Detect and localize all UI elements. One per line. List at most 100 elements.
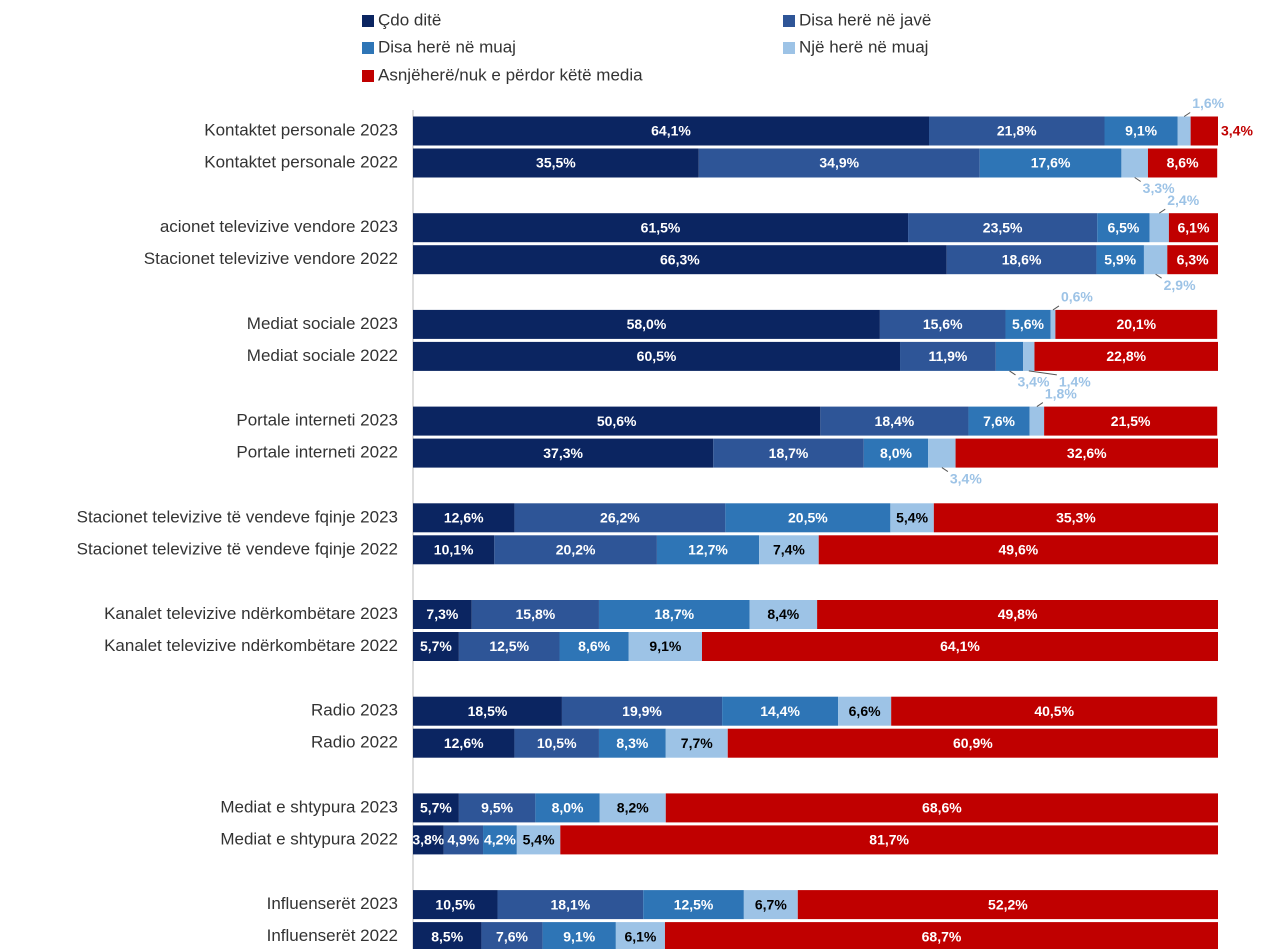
category-label: Kontaktet personale 2023 bbox=[204, 120, 398, 139]
value-label: 2,9% bbox=[1164, 277, 1196, 293]
value-label: 9,5% bbox=[481, 800, 513, 816]
value-label: 4,2% bbox=[484, 832, 516, 848]
category-label: acionet televizive vendore 2023 bbox=[160, 217, 398, 236]
value-label: 7,6% bbox=[983, 413, 1015, 429]
bar-segment bbox=[979, 148, 1122, 178]
value-label: 18,1% bbox=[551, 896, 591, 912]
leader-line bbox=[1183, 112, 1191, 117]
value-label: 49,8% bbox=[998, 606, 1038, 622]
bar-segment bbox=[413, 535, 495, 565]
bar-segment bbox=[413, 309, 880, 339]
bar-segment bbox=[722, 696, 839, 726]
bar-segment bbox=[561, 696, 723, 726]
bar-segment bbox=[413, 503, 515, 533]
legend-label: Disa herë në javë bbox=[799, 10, 931, 29]
value-label: 15,8% bbox=[516, 606, 556, 622]
bar-segment bbox=[1167, 245, 1218, 275]
category-label: Radio 2023 bbox=[311, 701, 398, 720]
bar-segment bbox=[1023, 341, 1035, 371]
bar-segment bbox=[838, 696, 892, 726]
value-label: 5,6% bbox=[1012, 316, 1044, 332]
bar-segment bbox=[413, 632, 459, 661]
value-label: 21,8% bbox=[997, 123, 1037, 139]
value-label: 1,6% bbox=[1192, 95, 1224, 111]
bar-segment bbox=[1168, 213, 1218, 243]
legend-swatch bbox=[362, 42, 374, 54]
category-label: Mediat sociale 2022 bbox=[247, 346, 398, 365]
bar-segment bbox=[413, 213, 909, 243]
bar-segment bbox=[483, 825, 517, 855]
bar-segment bbox=[560, 825, 1218, 855]
bar-segment bbox=[1096, 245, 1144, 275]
value-label: 5,9% bbox=[1104, 251, 1136, 267]
bar-segment bbox=[413, 728, 515, 758]
value-label: 35,3% bbox=[1056, 510, 1096, 526]
value-label: 15,6% bbox=[923, 316, 963, 332]
category-label: Stacionet televizive të vendeve fqinje 2… bbox=[77, 539, 398, 558]
bar-segment bbox=[879, 309, 1006, 339]
category-label: Mediat sociale 2023 bbox=[247, 314, 398, 333]
bar-segment bbox=[1121, 148, 1148, 178]
value-label: 9,1% bbox=[563, 928, 595, 944]
value-label: 8,5% bbox=[431, 928, 463, 944]
value-label: 10,5% bbox=[537, 735, 577, 751]
bar-segment bbox=[458, 632, 560, 661]
value-label: 32,6% bbox=[1067, 445, 1107, 461]
bar-segment bbox=[1029, 406, 1045, 436]
bar-segment bbox=[413, 922, 482, 949]
value-label: 49,6% bbox=[999, 542, 1039, 558]
value-label: 66,3% bbox=[660, 251, 700, 267]
value-label: 8,4% bbox=[767, 606, 799, 622]
value-label: 18,7% bbox=[769, 445, 809, 461]
value-label: 6,7% bbox=[755, 896, 787, 912]
value-label: 1,4% bbox=[1059, 374, 1091, 390]
bar-segment bbox=[797, 890, 1218, 920]
bar-segment bbox=[743, 890, 798, 920]
bar-segment bbox=[514, 503, 726, 533]
bar-segment bbox=[968, 406, 1030, 436]
bar-segment bbox=[413, 341, 901, 371]
bar-segment bbox=[615, 922, 665, 949]
legend-swatch bbox=[783, 15, 795, 27]
value-label: 9,1% bbox=[649, 638, 681, 654]
value-label: 7,3% bbox=[426, 606, 458, 622]
leader-line bbox=[1155, 273, 1162, 279]
value-label: 5,4% bbox=[896, 510, 928, 526]
leader-line bbox=[1028, 370, 1057, 376]
bar-segment bbox=[516, 825, 561, 855]
bar-segment bbox=[908, 213, 1098, 243]
value-label: 40,5% bbox=[1034, 703, 1074, 719]
value-label: 58,0% bbox=[627, 316, 667, 332]
category-label: Mediat e shtypura 2023 bbox=[220, 797, 398, 816]
bar-segment bbox=[891, 696, 1218, 726]
category-label: Kanalet televizive ndërkombëtare 2022 bbox=[104, 636, 398, 655]
value-label: 6,3% bbox=[1177, 251, 1209, 267]
bar-segment bbox=[1097, 213, 1150, 243]
category-label: Portale interneti 2023 bbox=[236, 411, 398, 430]
value-label: 18,7% bbox=[654, 606, 694, 622]
leader-line bbox=[1052, 305, 1060, 311]
leader-line bbox=[1036, 402, 1044, 408]
category-label: Radio 2022 bbox=[311, 733, 398, 752]
bar-segment bbox=[413, 600, 472, 629]
bar-segment bbox=[643, 890, 744, 920]
bar-segment bbox=[727, 728, 1218, 758]
bar-segment bbox=[863, 438, 929, 468]
bar-segment bbox=[1143, 245, 1168, 275]
value-label: 12,6% bbox=[444, 735, 484, 751]
value-label: 12,6% bbox=[444, 510, 484, 526]
value-label: 4,9% bbox=[447, 832, 479, 848]
value-label: 64,1% bbox=[651, 123, 691, 139]
bar-segment bbox=[471, 600, 599, 629]
legend-label: Çdo ditë bbox=[378, 10, 441, 29]
bar-segment bbox=[481, 922, 543, 949]
value-label: 8,6% bbox=[1167, 155, 1199, 171]
value-label: 12,5% bbox=[489, 638, 529, 654]
bar-segment bbox=[1149, 213, 1169, 243]
leader-line bbox=[1134, 177, 1141, 182]
bar-segment bbox=[542, 922, 616, 949]
bar-segment bbox=[933, 503, 1218, 533]
bar-segment bbox=[413, 825, 444, 855]
legend-label: Një herë në muaj bbox=[799, 37, 928, 56]
